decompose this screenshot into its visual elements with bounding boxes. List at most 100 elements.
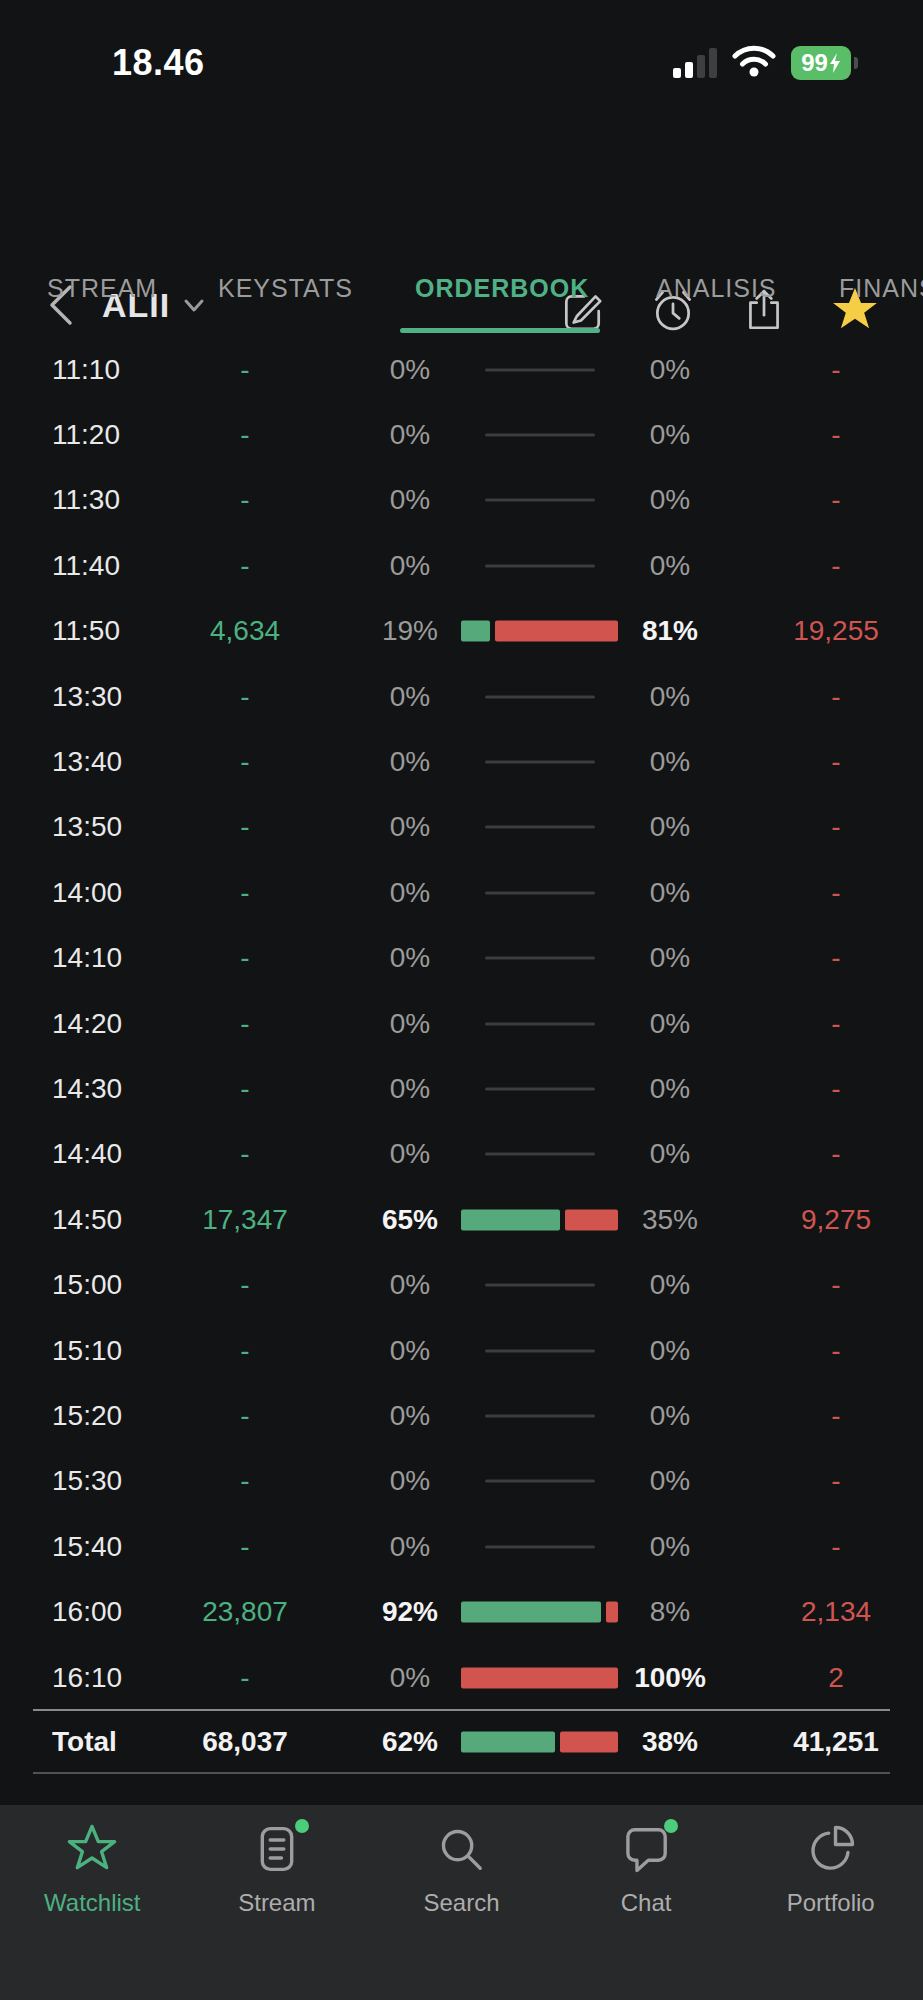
sell-percent: 0% — [600, 1269, 740, 1301]
bottom-nav: Watchlist Stream Search Chat — [0, 1805, 923, 2000]
sell-percent: 0% — [600, 484, 740, 516]
orderbook-row: 14:5017,34765%35%9,275 — [0, 1187, 923, 1252]
row-time: 16:10 — [52, 1662, 122, 1694]
sell-percent: 0% — [600, 1531, 740, 1563]
buy-sell-ratio-bar — [461, 1667, 618, 1688]
orderbook-row: 11:504,63419%81%19,255 — [0, 599, 923, 664]
row-time: 14:00 — [52, 877, 122, 909]
sell-bar-segment — [461, 1667, 618, 1688]
row-time: 16:00 — [52, 1596, 122, 1628]
sell-percent: 0% — [600, 1400, 740, 1432]
buy-value: - — [160, 354, 330, 386]
empty-bar-line — [485, 761, 595, 764]
tab-orderbook[interactable]: ORDERBOOK — [415, 274, 589, 303]
buy-value: - — [160, 1400, 330, 1432]
orderbook-row: 14:40-0%0%- — [0, 1122, 923, 1187]
orderbook-row: 14:30-0%0%- — [0, 1056, 923, 1121]
nav-label: Chat — [621, 1889, 672, 1917]
row-time: 14:50 — [52, 1204, 122, 1236]
row-time: 14:20 — [52, 1008, 122, 1040]
battery-icon: 99 — [791, 46, 851, 80]
empty-bar-line — [485, 564, 595, 567]
sell-value: - — [746, 942, 923, 974]
orderbook-row: 15:20-0%0%- — [0, 1383, 923, 1448]
buy-value: - — [160, 1662, 330, 1694]
empty-bar-line — [485, 1480, 595, 1483]
buy-value: - — [160, 942, 330, 974]
cellular-signal-icon — [673, 48, 717, 78]
sell-value: - — [746, 1335, 923, 1367]
sell-value: - — [746, 1008, 923, 1040]
row-time: 15:30 — [52, 1465, 122, 1497]
buy-value: - — [160, 1465, 330, 1497]
orderbook-row: 15:40-0%0%- — [0, 1514, 923, 1579]
sell-percent: 100% — [600, 1662, 740, 1694]
orderbook-row: 13:50-0%0%- — [0, 795, 923, 860]
orderbook-total-row: Total68,03762%38%41,251 — [0, 1711, 923, 1772]
buy-bar-segment — [461, 1731, 555, 1752]
tab-keystats[interactable]: KEYSTATS — [218, 274, 353, 303]
row-time: 11:10 — [52, 354, 120, 386]
orderbook-total-row-slot: Total68,03762%38%41,251 — [0, 1711, 923, 1772]
row-time: 14:40 — [52, 1138, 122, 1170]
row-time: 11:40 — [52, 550, 120, 582]
total-sell-value: 41,251 — [746, 1726, 923, 1758]
buy-sell-ratio-bar — [461, 882, 618, 903]
buy-sell-ratio-bar — [461, 817, 618, 838]
sell-value: - — [746, 419, 923, 451]
buy-value: - — [160, 1138, 330, 1170]
stream-badge-dot — [295, 1819, 309, 1833]
empty-bar-line — [485, 434, 595, 437]
header: ALII — [0, 130, 923, 230]
sell-value: - — [746, 1531, 923, 1563]
buy-value: - — [160, 811, 330, 843]
sell-value: 19,255 — [746, 615, 923, 647]
nav-watchlist[interactable]: Watchlist — [0, 1805, 185, 2000]
total-sell-percent: 38% — [600, 1726, 740, 1758]
orderbook-row: 13:40-0%0%- — [0, 729, 923, 794]
search-icon — [435, 1823, 487, 1875]
sell-percent: 8% — [600, 1596, 740, 1628]
total-buy-value: 68,037 — [160, 1726, 330, 1758]
row-time: 11:50 — [52, 615, 120, 647]
orderbook-row: 11:10-0%0%- — [0, 337, 923, 402]
nav-chat[interactable]: Chat — [554, 1805, 739, 2000]
sell-percent: 0% — [600, 877, 740, 909]
buy-sell-ratio-bar — [461, 621, 618, 642]
sell-percent: 0% — [600, 1138, 740, 1170]
nav-portfolio[interactable]: Portfolio — [738, 1805, 923, 2000]
sell-value: - — [746, 681, 923, 713]
empty-bar-line — [485, 1153, 595, 1156]
empty-bar-line — [485, 891, 595, 894]
nav-search[interactable]: Search — [369, 1805, 554, 2000]
chat-icon — [620, 1823, 672, 1875]
buy-sell-ratio-bar — [461, 1078, 618, 1099]
charging-bolt-icon — [829, 53, 841, 73]
row-time: 15:20 — [52, 1400, 122, 1432]
buy-sell-ratio-bar — [461, 752, 618, 773]
row-time: 13:40 — [52, 746, 122, 778]
buy-value: 17,347 — [160, 1204, 330, 1236]
orderbook-row: 15:30-0%0%- — [0, 1449, 923, 1514]
sell-value: - — [746, 877, 923, 909]
sell-value: - — [746, 1269, 923, 1301]
tab-stream[interactable]: STREAM — [47, 274, 157, 303]
row-time: 14:10 — [52, 942, 122, 974]
nav-stream[interactable]: Stream — [185, 1805, 370, 2000]
active-tab-indicator — [400, 328, 600, 333]
buy-value: - — [160, 419, 330, 451]
tab-finansial[interactable]: FINANSIAL — [839, 274, 923, 303]
sell-value: - — [746, 484, 923, 516]
tab-bar: STREAM KEYSTATS ORDERBOOK ANALISIS FINAN… — [0, 266, 923, 338]
buy-value: - — [160, 1008, 330, 1040]
empty-bar-line — [485, 1022, 595, 1025]
buy-value: - — [160, 1335, 330, 1367]
buy-value: - — [160, 1531, 330, 1563]
row-time: 15:10 — [52, 1335, 122, 1367]
buy-value: - — [160, 484, 330, 516]
tab-analisis[interactable]: ANALISIS — [656, 274, 777, 303]
nav-label: Stream — [238, 1889, 315, 1917]
empty-bar-line — [485, 1284, 595, 1287]
buy-sell-ratio-bar — [461, 1536, 618, 1557]
orderbook-row: 11:30-0%0%- — [0, 468, 923, 533]
